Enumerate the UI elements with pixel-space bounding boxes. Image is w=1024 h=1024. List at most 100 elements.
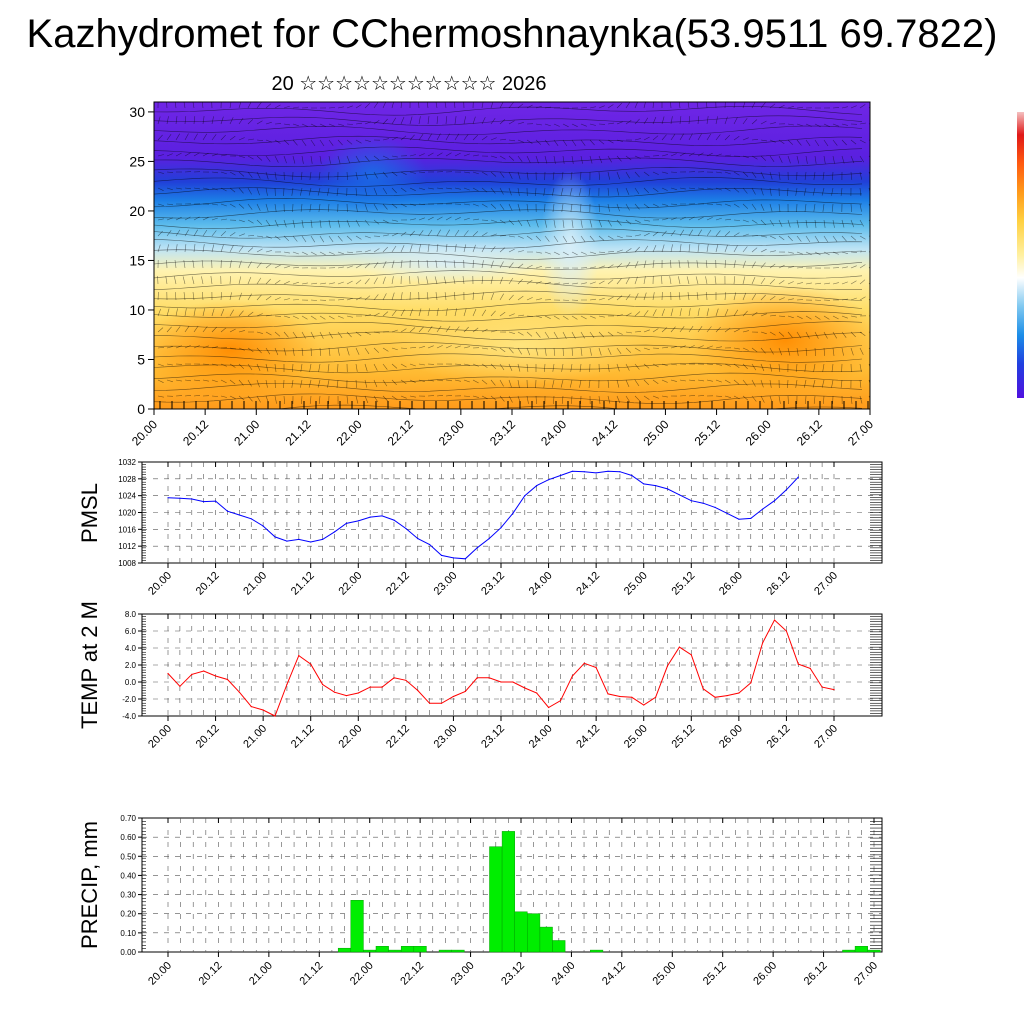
precip-xtick-label: 20.00 bbox=[146, 960, 174, 988]
temp-data-point bbox=[762, 642, 764, 644]
precip-xtick-label: 26.12 bbox=[802, 960, 830, 988]
precip-xtick-label: 23.00 bbox=[449, 960, 477, 988]
cross-section-warm-core-right bbox=[690, 285, 870, 395]
precip-ylabel: PRECIP, mm bbox=[77, 821, 102, 949]
temp-data-point bbox=[833, 689, 835, 691]
pmsl-data-point bbox=[215, 500, 217, 502]
temp-data-point bbox=[203, 670, 205, 672]
pmsl-data-point bbox=[476, 547, 478, 549]
temp-xtick-label: 21.00 bbox=[241, 723, 269, 751]
temp-data-point bbox=[429, 702, 431, 704]
temp-data-point bbox=[393, 677, 395, 679]
pmsl-data-point bbox=[345, 522, 347, 525]
temp-data-point bbox=[215, 675, 217, 677]
pmsl-data-point bbox=[417, 538, 419, 540]
temp-xtick-label: 20.12 bbox=[194, 723, 222, 751]
precip-xtick-label: 26.00 bbox=[751, 960, 779, 988]
pmsl-xtick-label: 25.00 bbox=[622, 570, 650, 598]
temp-data-point bbox=[250, 706, 252, 708]
temp-data-point bbox=[583, 662, 585, 664]
cross-section-xtick-label: 27.00 bbox=[845, 417, 876, 448]
cross-section-yellow-zone bbox=[390, 305, 650, 385]
precip-xtick-label: 21.00 bbox=[247, 960, 275, 988]
temp-data-point bbox=[452, 695, 454, 698]
precip-bar bbox=[590, 949, 604, 953]
temp-xtick-label: 22.12 bbox=[384, 723, 412, 751]
temp-ytick-label: 4.0 bbox=[125, 644, 137, 653]
temp-xtick-label: 25.12 bbox=[669, 723, 697, 751]
pmsl-ytick-label: 1012 bbox=[118, 542, 136, 551]
precip-bar bbox=[514, 911, 528, 953]
precip-bar bbox=[400, 946, 415, 953]
pmsl-data-point bbox=[167, 497, 169, 499]
precip-bar bbox=[552, 940, 566, 953]
pmsl-data-point bbox=[333, 531, 336, 533]
cross-section-wind-barbs bbox=[157, 102, 870, 405]
pmsl-xtick-label: 22.12 bbox=[384, 570, 412, 598]
pmsl-data-point bbox=[571, 470, 574, 472]
temp-data-point bbox=[785, 630, 788, 632]
temp-data-point bbox=[750, 682, 752, 684]
pmsl-ytick-label: 1020 bbox=[118, 509, 136, 518]
temp-data-point bbox=[262, 709, 264, 711]
cross-section-xtick-label: 25.00 bbox=[640, 417, 671, 448]
temp-data-point bbox=[524, 687, 526, 689]
cross-section-xtick-label: 26.12 bbox=[794, 417, 825, 448]
pmsl-ytick-label: 1016 bbox=[118, 525, 136, 534]
chart-title: Kazhydromet for CChermoshnaynka(53.9511 … bbox=[26, 12, 998, 56]
pmsl-data-point bbox=[595, 472, 597, 474]
pmsl-data-point bbox=[500, 527, 502, 529]
temp-ytick-label: -4.0 bbox=[122, 712, 136, 721]
pmsl-xtick-label: 26.12 bbox=[765, 570, 793, 598]
cross-section-streamlines bbox=[154, 106, 863, 409]
pmsl-data-point bbox=[429, 543, 431, 546]
cross-section-xtick-label: 25.12 bbox=[692, 417, 723, 448]
temp-data-point bbox=[464, 690, 466, 693]
cross-section-ytick-label: 25 bbox=[129, 153, 145, 169]
temp-data-point bbox=[226, 678, 229, 681]
cross-section-xtick-label: 24.00 bbox=[538, 417, 569, 448]
pmsl-data-point bbox=[785, 489, 788, 491]
temp-data-point bbox=[333, 691, 336, 693]
temp-ytick-label: 2.0 bbox=[125, 661, 137, 670]
pmsl-ytick-label: 1032 bbox=[118, 458, 136, 467]
precip-bar bbox=[842, 949, 856, 953]
temp-ylabel: TEMP at 2 M bbox=[77, 601, 102, 729]
cross-section-xtick-label: 22.00 bbox=[334, 417, 365, 448]
pmsl-data-point bbox=[666, 488, 669, 490]
pmsl-data-point bbox=[250, 518, 252, 520]
precip-xtick-label: 27.00 bbox=[852, 960, 880, 988]
temp-data-point bbox=[238, 691, 240, 693]
temp-data-point bbox=[607, 693, 609, 695]
precip-xtick-label: 24.12 bbox=[600, 960, 628, 988]
precip-chart: 0.00 0.10 0.20 0.30 0.40 0.50 0.60 0.70 20.00 20.… bbox=[77, 814, 883, 988]
chart-subtitle: 20 ☆☆☆☆☆☆☆☆☆☆☆ 2026 bbox=[271, 73, 547, 95]
temp-data-point bbox=[310, 663, 312, 665]
pmsl-data-point bbox=[548, 479, 550, 481]
precip-bar bbox=[337, 947, 352, 953]
temp-xtick-label: 23.12 bbox=[479, 723, 507, 751]
pmsl-data-point bbox=[750, 517, 752, 520]
pmsl-data-point bbox=[536, 485, 538, 487]
temp-data-point bbox=[643, 704, 645, 706]
pmsl-data-point bbox=[690, 500, 692, 502]
temp-data-point bbox=[726, 695, 728, 697]
pmsl-data-point bbox=[274, 536, 276, 538]
temp-data-point bbox=[488, 677, 490, 679]
temp-ytick-label: -2.0 bbox=[122, 695, 136, 704]
precip-bar bbox=[388, 949, 402, 953]
pmsl-ytick-label: 1024 bbox=[118, 492, 136, 501]
cross-section-ytick-label: 10 bbox=[129, 302, 145, 318]
pmsl-data-point bbox=[203, 501, 205, 503]
pmsl-data-point bbox=[488, 538, 490, 540]
pmsl-data-point bbox=[655, 485, 657, 487]
precip-xtick-label: 25.00 bbox=[650, 960, 678, 988]
pmsl-data-point bbox=[583, 471, 585, 473]
temp-data-point bbox=[191, 673, 193, 676]
pmsl-data-point bbox=[322, 538, 324, 541]
pmsl-data-point bbox=[369, 516, 371, 518]
pmsl-data-point bbox=[357, 520, 359, 522]
precip-xtick-label: 20.12 bbox=[197, 960, 225, 988]
precip-bar bbox=[413, 946, 427, 953]
